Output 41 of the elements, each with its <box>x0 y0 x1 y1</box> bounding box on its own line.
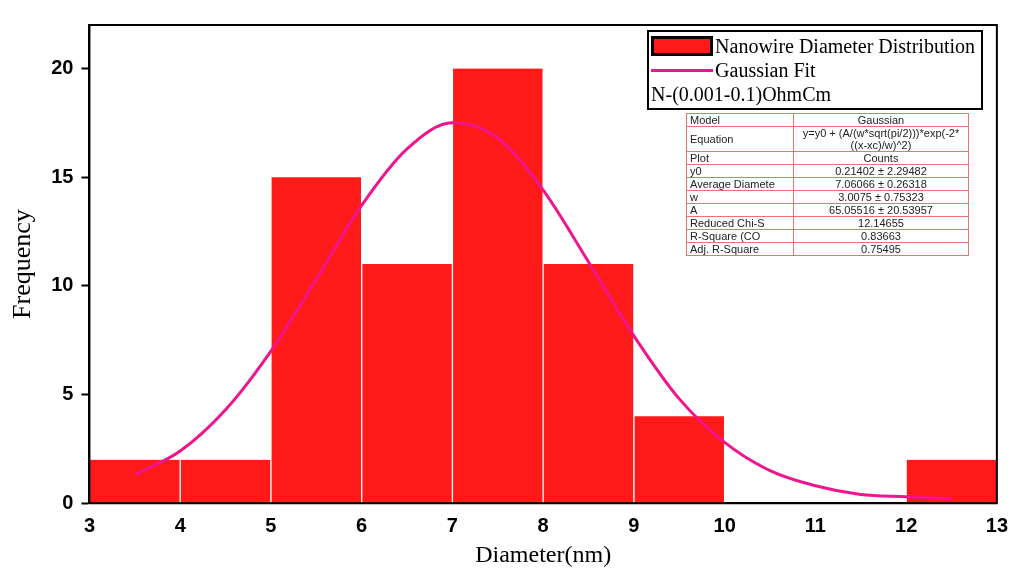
annotation: Average Diamete <box>686 177 794 191</box>
annotation: 0.21402 ± 2.29482 <box>793 164 969 178</box>
x-tick-label: 5 <box>265 513 277 536</box>
x-tick-label: 13 <box>985 513 1008 536</box>
y-tick-label: 15 <box>51 164 74 187</box>
x-tick-label: 7 <box>446 513 458 536</box>
annotation: 0.75495 <box>793 242 969 256</box>
annotation: w <box>686 190 794 204</box>
x-tick-label: 11 <box>804 513 826 536</box>
x-tick-label: 10 <box>713 513 736 536</box>
annotation: A <box>686 203 794 217</box>
y-tick-label: 0 <box>62 490 74 513</box>
legend-label: Gaussian Fit <box>715 58 816 82</box>
annotation: Reduced Chi-S <box>686 216 794 230</box>
y-tick-label: 10 <box>51 273 74 296</box>
x-tick-label: 8 <box>537 513 549 536</box>
x-tick-label: 9 <box>628 513 640 536</box>
annotation: Gaussian <box>793 113 969 127</box>
annotation: Equation <box>686 126 794 152</box>
x-tick-label: 12 <box>895 513 918 536</box>
x-tick-label: 6 <box>356 513 368 536</box>
annotation: R-Square (CO <box>686 229 794 243</box>
x-tick-label: 3 <box>83 513 96 536</box>
annotation: N-(0.001-0.1)OhmCm <box>651 82 833 106</box>
y-tick-label: 20 <box>51 55 74 78</box>
x-axis-title: Diameter(nm) <box>475 540 612 567</box>
annotation: 7.06066 ± 0.26318 <box>793 177 969 191</box>
annotation: Adj. R-Square <box>686 242 794 256</box>
annotation: y0 <box>686 164 794 178</box>
annotation: Counts <box>793 151 969 165</box>
legend-label: Nanowire Diameter Distribution <box>715 34 975 58</box>
annotation: Plot <box>686 151 794 165</box>
y-tick-label: 5 <box>62 382 74 405</box>
annotation: 12.14655 <box>793 216 969 230</box>
y-axis-title: Frequency <box>7 209 37 319</box>
annotation: y=y0 + (A/(w*sqrt(pi/2)))*exp(-2*((x-xc)/w)^2) <box>793 126 969 152</box>
annotation: Model <box>686 113 794 127</box>
annotation: 0.83663 <box>793 229 969 243</box>
x-tick-label: 4 <box>174 513 187 536</box>
annotation: 65.05516 ± 20.53957 <box>793 203 969 217</box>
annotation: 3.0075 ± 0.75323 <box>793 190 969 204</box>
